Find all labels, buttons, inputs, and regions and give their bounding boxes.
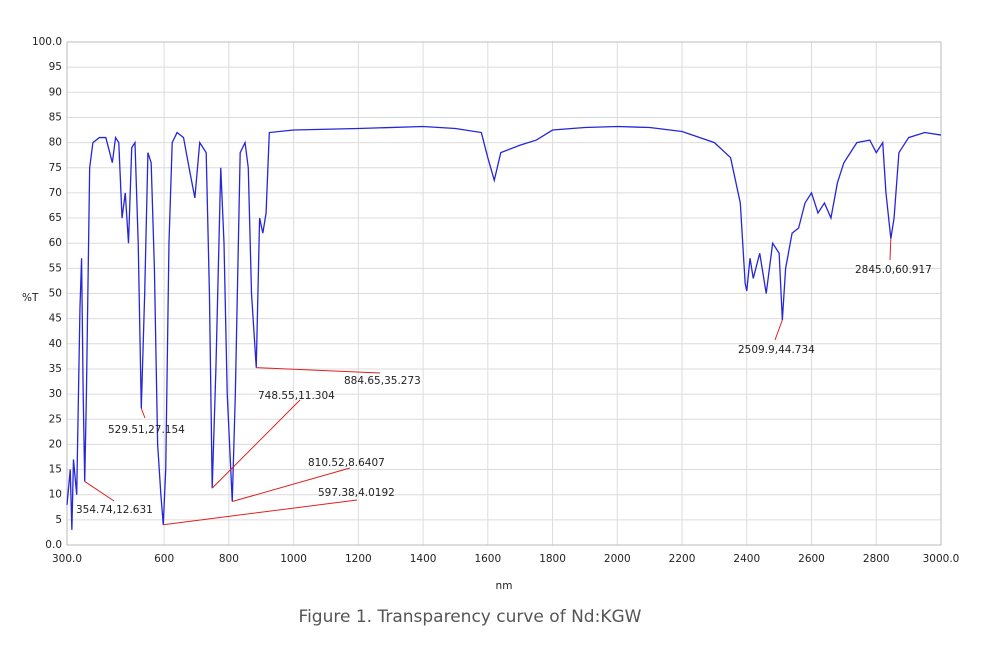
x-tick-label: 2000 [604,553,631,565]
x-tick-label: 2800 [863,553,890,565]
x-tick-label: 2200 [669,553,696,565]
annotation-leader [211,399,301,489]
x-tick-label: 1200 [345,553,372,565]
y-tick-label: 60 [49,237,62,249]
y-tick-label: 15 [49,464,62,476]
y-tick-label: 5 [55,514,62,526]
annotation-label: 529.51,27.154 [108,424,185,436]
y-tick-label: 35 [49,363,62,375]
y-tick-label: 40 [49,338,62,350]
y-tick-label: 85 [49,111,62,123]
annotation-label: 884.65,35.273 [344,375,421,387]
y-tick-label: 55 [49,262,62,274]
y-tick-label: 70 [49,187,62,199]
x-tick-label: 1000 [280,553,307,565]
annotation-label: 748.55,11.304 [258,390,335,402]
y-tick-label: 25 [49,413,62,425]
x-axis-label: nm [496,580,513,592]
annotation-leader [256,367,381,374]
y-tick-label: 95 [49,61,62,73]
annotation-leader [163,499,358,526]
annotation-leader [774,319,783,341]
annotation-leader [889,238,892,261]
y-tick-label: 0.0 [45,539,62,551]
annotation-label: 354.74,12.631 [76,504,153,516]
plot-frame [66,41,942,546]
y-tick-label: 20 [49,438,62,450]
annotation-label: 597.38,4.0192 [318,487,395,499]
annotation-label: 810.52,8.6407 [308,457,385,469]
y-tick-label: 45 [49,313,62,325]
y-tick-label: 80 [49,137,62,149]
x-tick-label: 3000.0 [923,553,960,565]
x-tick-label: 300.0 [52,553,82,565]
y-tick-label: 90 [49,86,62,98]
y-tick-label: 75 [49,162,62,174]
annotation-label: 2845.0,60.917 [855,264,932,276]
y-tick-label: 100.0 [32,36,62,48]
y-tick-label: 50 [49,288,62,300]
caption: Figure 1. Transparency curve of Nd:KGW [299,607,642,627]
annotation-leader [140,408,146,419]
x-tick-label: 1400 [410,553,437,565]
annotation-leader [232,467,351,503]
x-tick-label: 1600 [474,553,501,565]
y-tick-label: 10 [49,489,62,501]
x-tick-label: 600 [154,553,174,565]
y-tick-label: 65 [49,212,62,224]
y-axis-label: %T [22,292,39,304]
x-tick-label: 2400 [733,553,760,565]
x-tick-label: 1800 [539,553,566,565]
spectrum-line [66,125,942,530]
y-tick-label: 30 [49,388,62,400]
x-tick-label: 800 [219,553,239,565]
annotation-leader [84,481,115,502]
annotation-label: 2509.9,44.734 [738,344,815,356]
x-tick-label: 2600 [798,553,825,565]
